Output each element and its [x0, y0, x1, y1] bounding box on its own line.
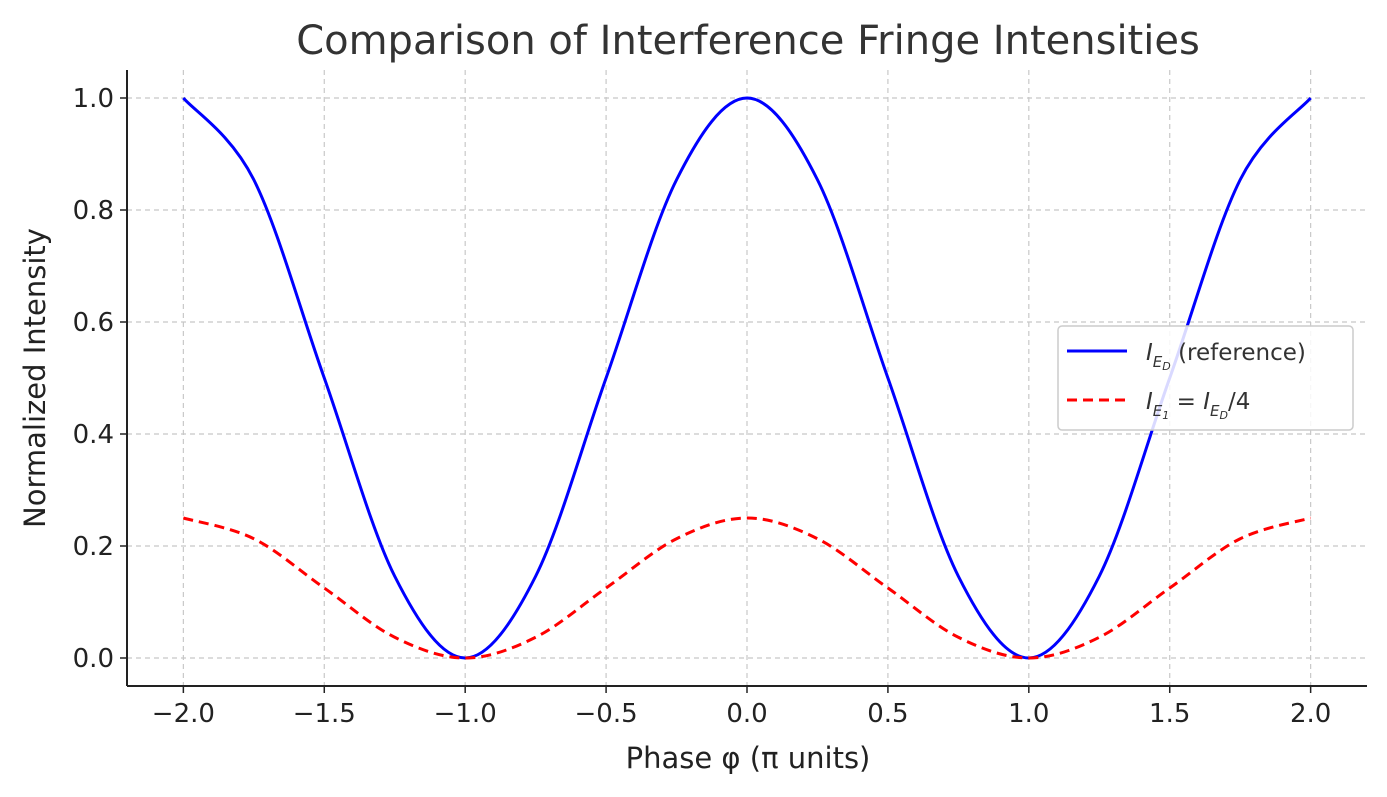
x-axis-ticks: −2.0 −1.5 −1.0 −0.5 0.0 0.5 1.0 1.5 2.0: [152, 686, 1331, 729]
y-tick-label: 0.2: [73, 532, 114, 562]
y-tick-label: 0.8: [73, 196, 114, 226]
x-tick-label: 0.5: [867, 699, 908, 729]
legend: IED (reference) IE1 = IED/4: [1057, 325, 1354, 431]
x-tick-label: −2.0: [152, 699, 215, 729]
y-axis-label: Normalized Intensity: [18, 228, 52, 528]
x-tick-label: 0.0: [726, 699, 767, 729]
y-axis-ticks: 0.0 0.2 0.4 0.6 0.8 1.0: [73, 84, 127, 674]
y-tick-label: 0.6: [73, 308, 114, 338]
y-tick-label: 1.0: [73, 84, 114, 114]
plot-series: [182, 96, 1312, 660]
x-axis-label: Phase φ (π units): [626, 741, 871, 775]
series-line-quarter: [182, 516, 1312, 660]
x-tick-label: 2.0: [1290, 699, 1331, 729]
legend-entry-quarter: IE1 = IED/4: [1146, 389, 1250, 422]
series-line-reference: [182, 96, 1312, 660]
x-tick-label: −0.5: [575, 699, 638, 729]
y-tick-label: 0.4: [73, 420, 114, 450]
chart-title: Comparison of Interference Fringe Intens…: [296, 18, 1200, 64]
x-tick-label: −1.5: [293, 699, 356, 729]
legend-box: [1057, 325, 1354, 431]
x-tick-label: −1.0: [434, 699, 497, 729]
y-tick-label: 0.0: [73, 644, 114, 674]
x-tick-label: 1.5: [1149, 699, 1190, 729]
x-tick-label: 1.0: [1008, 699, 1049, 729]
legend-entry-reference: IED (reference): [1146, 340, 1306, 373]
